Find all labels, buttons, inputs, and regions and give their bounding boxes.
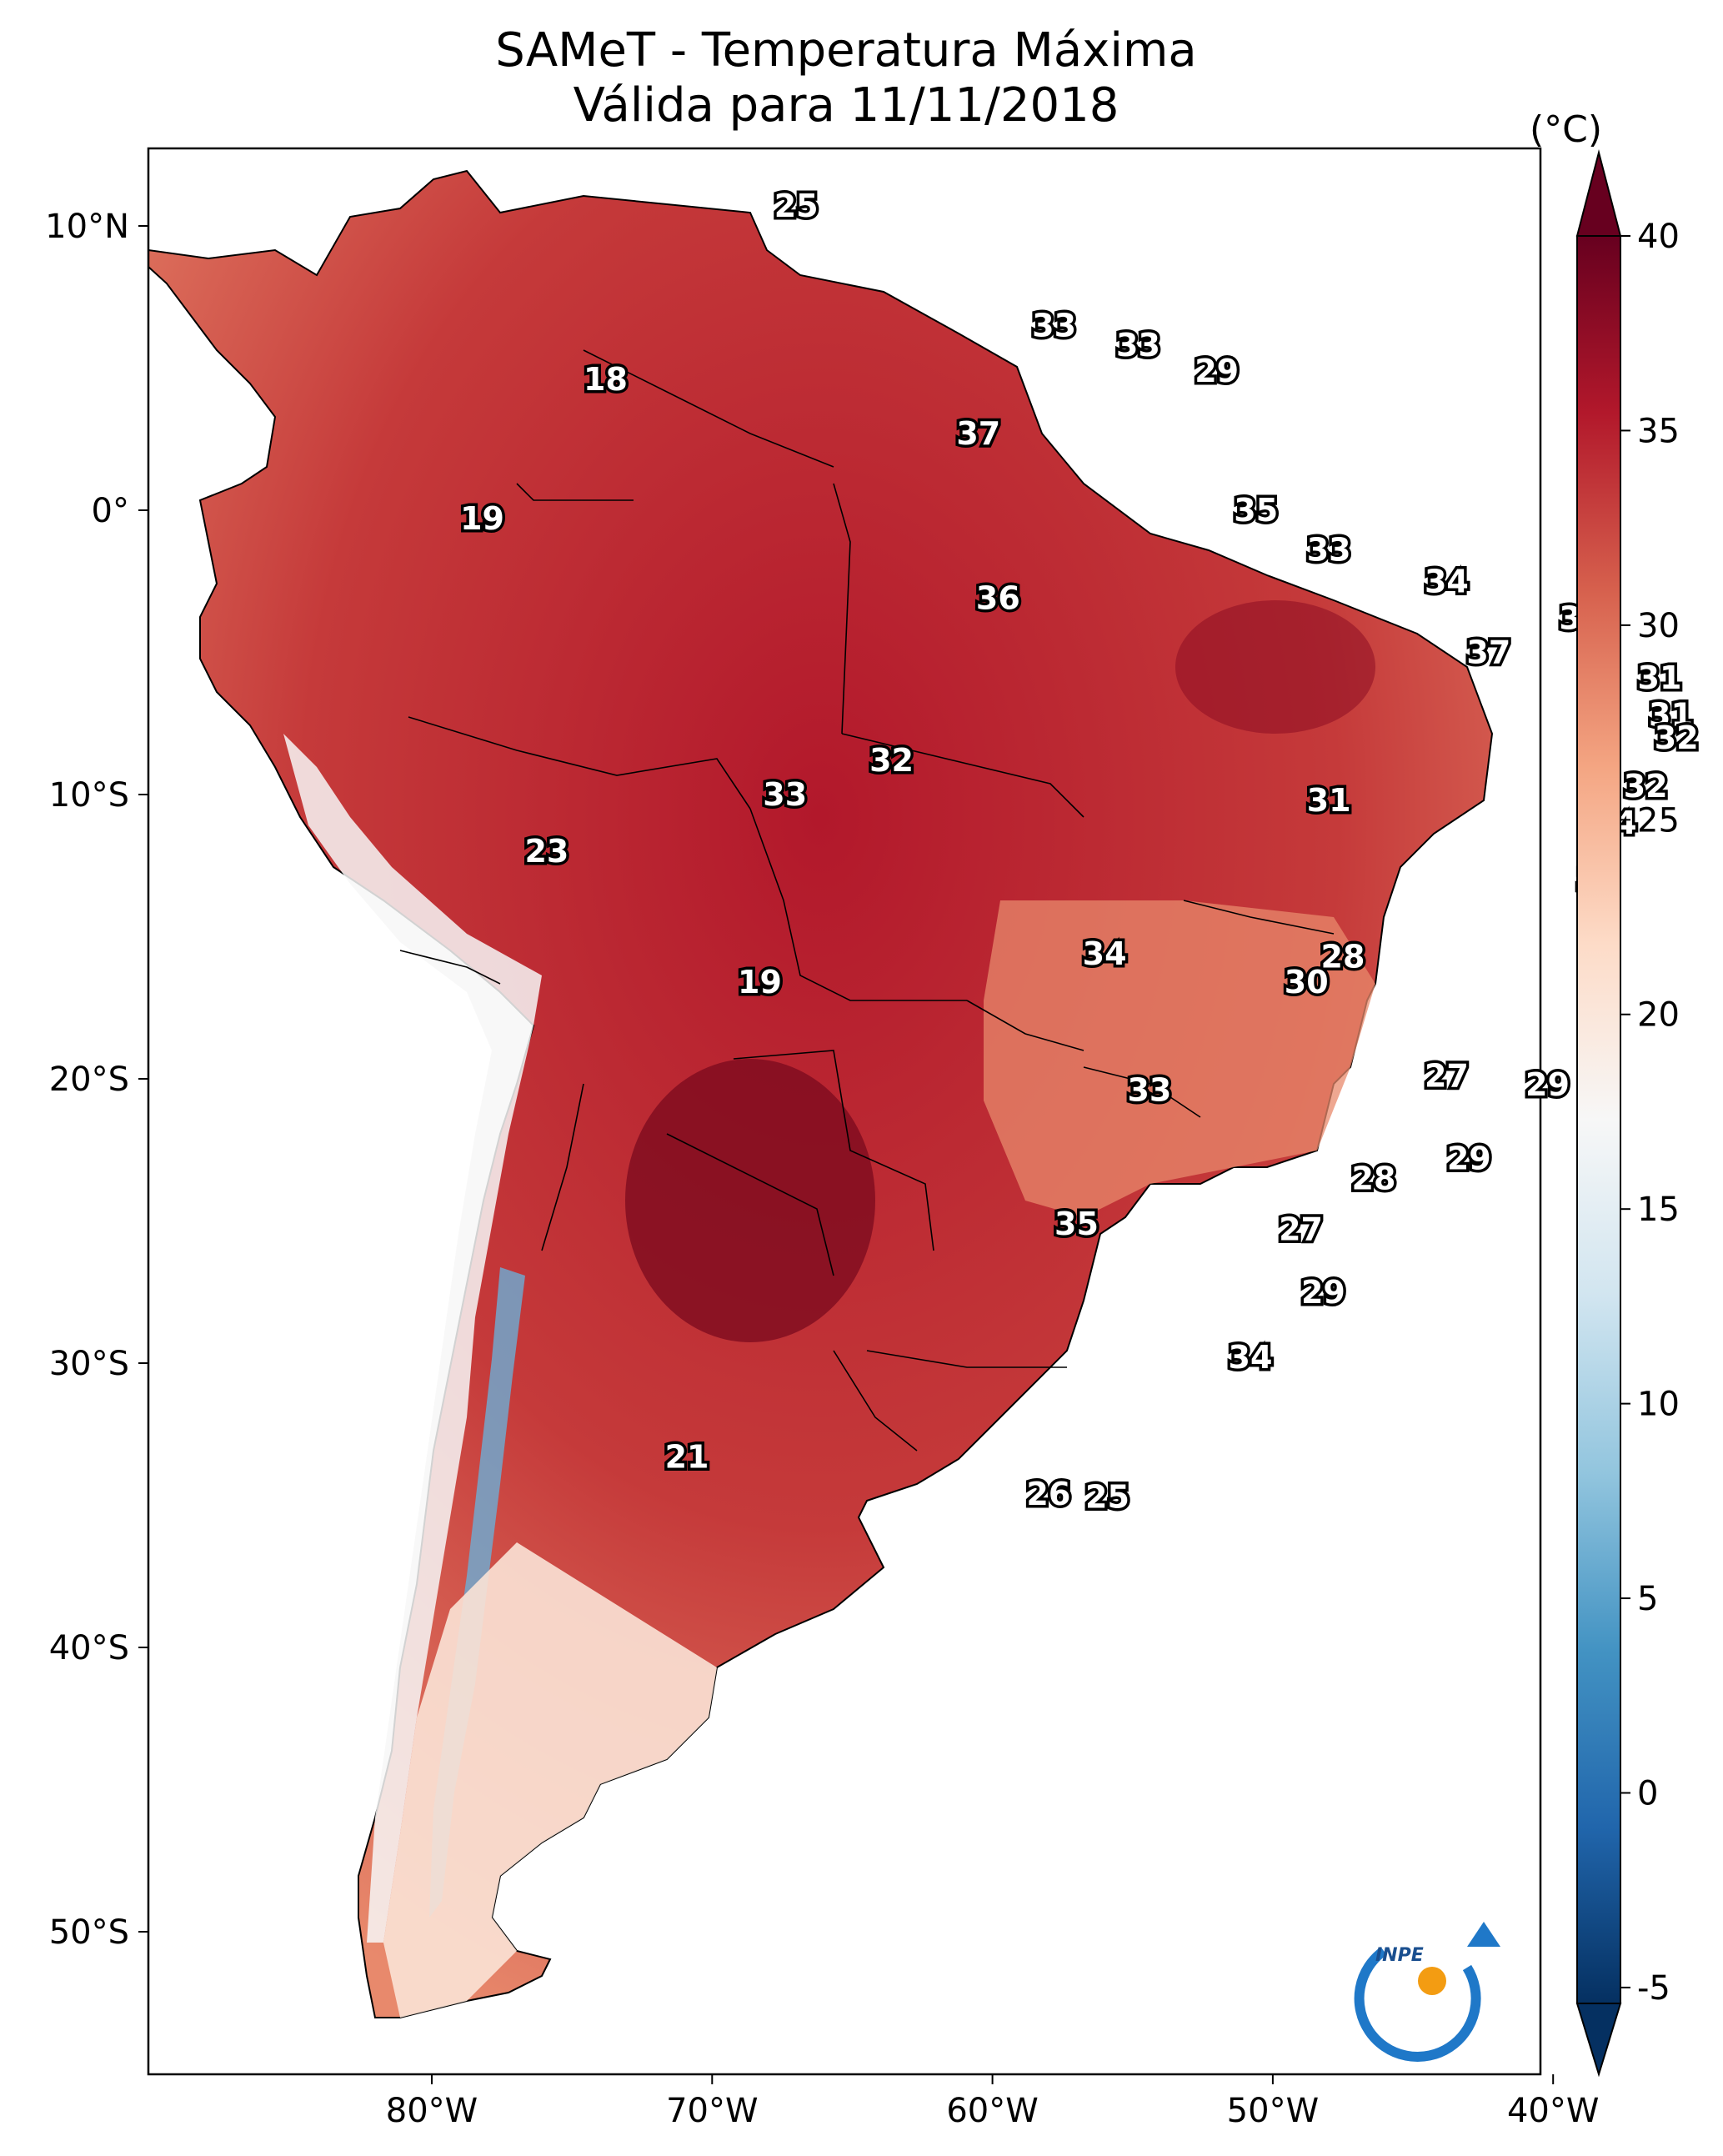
temperature-label: 28 — [1352, 1160, 1396, 1196]
colorbar-tick-label: 15 — [1637, 1191, 1680, 1229]
lon-tick-label: 60°W — [946, 2092, 1038, 2130]
lat-tick-label: 40°S — [49, 1629, 129, 1667]
temperature-label: 33 — [763, 776, 807, 813]
temperature-label: 33 — [1032, 307, 1076, 343]
lon-tick-label: 80°W — [386, 2092, 478, 2130]
temperature-label: 25 — [1085, 1478, 1129, 1515]
colorbar-tick-label: 40 — [1637, 218, 1680, 256]
temperature-label: 32 — [1624, 768, 1668, 805]
temperature-label: 29 — [1301, 1274, 1345, 1311]
temperature-label: 31 — [1638, 659, 1682, 696]
temperature-label: 25 — [774, 188, 819, 224]
colorbar-tick-label: 20 — [1637, 996, 1680, 1035]
chart-title-line-1: SAMeT - Temperatura Máxima — [495, 23, 1197, 78]
temperature-label: 29 — [1447, 1140, 1491, 1176]
temperature-label: 34 — [1425, 563, 1469, 599]
colorbar-tick-label: -5 — [1637, 1969, 1670, 2008]
temperature-label: 32 — [1655, 720, 1699, 756]
lat-tick-label: 10°S — [49, 776, 129, 815]
lon-tick-label: 50°W — [1227, 2092, 1319, 2130]
colorbar-tick-label: 35 — [1637, 412, 1680, 450]
temperature-label: 27 — [1425, 1058, 1469, 1095]
temperature-label: 29 — [1195, 353, 1239, 389]
lat-tick-label: 10°N — [45, 208, 129, 246]
temperature-label: 23 — [524, 833, 568, 870]
colorbar-tick-label: 25 — [1637, 801, 1680, 840]
southeast-brazil-mild-zone — [984, 900, 1375, 1217]
temperature-label: 18 — [584, 361, 628, 398]
colorbar-tick-label: 10 — [1637, 1386, 1680, 1424]
colorbar-ticks: 40 35 30 25 20 15 10 5 0 -5 — [1620, 218, 1680, 2008]
temperature-label: 33 — [1116, 327, 1160, 364]
map-frame — [147, 147, 1542, 2076]
hot-core-chaco — [625, 1059, 875, 1342]
temperature-label: 36 — [976, 580, 1020, 617]
temperature-field — [148, 169, 1494, 2018]
temperature-label: 19 — [460, 500, 504, 537]
colorbar-tick-label: 5 — [1637, 1580, 1658, 1618]
colorbar-max-arrow — [1575, 149, 1622, 237]
colorbar-tick-label: 0 — [1637, 1774, 1658, 1813]
temperature-label: 37 — [956, 415, 1000, 452]
temperature-label: 32 — [869, 742, 914, 779]
hot-core-northeast — [1175, 600, 1375, 734]
temperature-label: 33 — [1127, 1072, 1171, 1109]
inpe-logo: INPE — [1354, 1922, 1500, 2062]
logo-arrow — [1467, 1922, 1500, 1947]
logo-text: INPE — [1375, 1945, 1424, 1966]
lon-tick-label: 70°W — [666, 2092, 758, 2130]
chart-title-line-2: Válida para 11/11/2018 — [573, 78, 1119, 133]
logo-sun-dot — [1418, 1967, 1446, 1995]
lat-tick-label: 50°S — [49, 1913, 129, 1952]
lon-tick-label: 40°W — [1507, 2092, 1599, 2130]
temperature-label: 33 — [1307, 532, 1351, 569]
colorbar-tick-label: 30 — [1637, 607, 1680, 645]
temperature-label: 29 — [1525, 1066, 1570, 1103]
country-borders — [399, 349, 1335, 1452]
temperature-label: 28 — [1321, 938, 1365, 975]
temperature-label: 26 — [1026, 1476, 1070, 1512]
temperature-label: 21 — [665, 1439, 709, 1476]
temperature-label: 35 — [1234, 492, 1278, 529]
colorbar-unit-label: (°C) — [1530, 108, 1603, 151]
temperature-label: 37 — [1466, 634, 1510, 671]
temperature-label: 30 — [1285, 964, 1329, 1000]
temperature-label: 34 — [1083, 935, 1127, 972]
logo-arc — [1354, 1947, 1481, 2062]
temperature-label: 31 — [1649, 697, 1693, 734]
longitude-axis: 80°W 70°W 60°W 50°W 40°W — [386, 2074, 1599, 2130]
colorbar-bar — [1576, 235, 1621, 2004]
lat-tick-label: 0° — [92, 492, 129, 530]
temperature-label: 31 — [1307, 782, 1351, 819]
lat-tick-label: 20°S — [49, 1060, 129, 1099]
temperature-label: 35 — [1054, 1206, 1099, 1242]
temperature-label: 19 — [738, 964, 782, 1000]
lat-tick-label: 30°S — [49, 1345, 129, 1383]
colorbar: 40 35 30 25 20 15 10 5 0 -5 — [1575, 149, 1680, 2078]
patagonia-cool-zone — [383, 1542, 717, 2018]
latitude-axis: 10°N 0° 10°S 20°S 30°S 40°S 50°S — [45, 208, 148, 1952]
colorbar-min-arrow — [1575, 2003, 1622, 2078]
temperature-label: 27 — [1279, 1211, 1323, 1248]
andes-cool-band — [283, 734, 542, 1943]
temperature-label: 34 — [1229, 1339, 1273, 1376]
